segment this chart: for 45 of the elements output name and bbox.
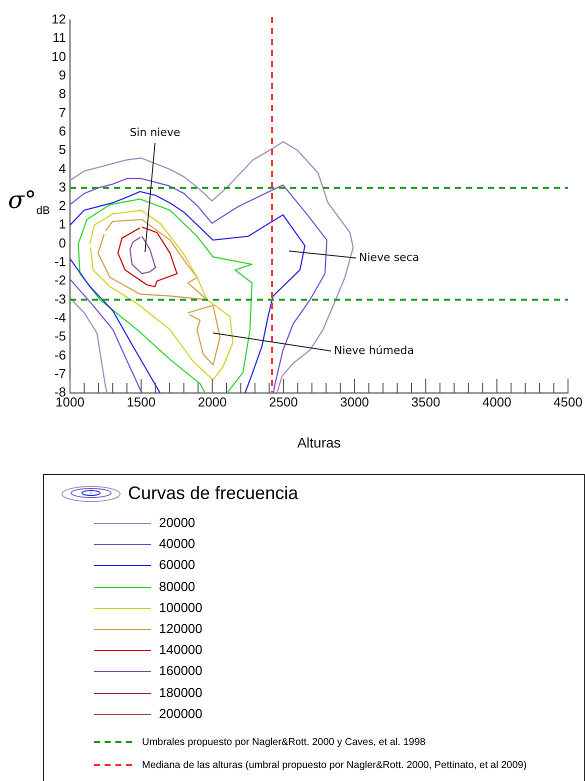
y-tick-label: 0 bbox=[58, 235, 66, 250]
legend-label: 20000 bbox=[158, 515, 196, 532]
annotation: Nieve húmeda bbox=[334, 344, 414, 357]
legend-label: 120000 bbox=[158, 621, 202, 638]
y-tick-label: 3 bbox=[58, 179, 66, 194]
x-tick-label: 2000 bbox=[198, 394, 227, 410]
x-tick-label: 2500 bbox=[268, 394, 298, 410]
x-tick-label: 4000 bbox=[482, 394, 512, 410]
x-tick-label: 4500 bbox=[554, 394, 582, 410]
y-tick-label: -6 bbox=[54, 347, 66, 362]
y-tick-label: 12 bbox=[52, 12, 66, 27]
y-tick-label: 11 bbox=[52, 30, 66, 46]
x-tick-label: 3500 bbox=[411, 394, 440, 410]
annotation: Sin nieve bbox=[130, 126, 181, 139]
legend-label: 60000 bbox=[158, 557, 196, 574]
legend-label: Umbrales propuesto por Nagler&Rott. 2000 y Caves, et al. 1998 bbox=[141, 737, 426, 748]
y-tick-label: 9 bbox=[58, 68, 66, 83]
x-tick-label: 1500 bbox=[126, 394, 156, 410]
y-axis-title: σ°$_{dB}$ bbox=[8, 186, 50, 217]
y-tick-label: -7 bbox=[54, 366, 66, 381]
annotation: Nieve seca bbox=[359, 250, 420, 264]
legend-label: 160000 bbox=[158, 663, 202, 680]
y-tick-label: 7 bbox=[58, 104, 66, 120]
x-tick-label: 3000 bbox=[340, 394, 370, 410]
legend-label: Mediana de las alturas (umbral propuesto por Nagler&Rott. 2000, Pettinato, et al 2009) bbox=[141, 760, 527, 771]
y-tick-label: 6 bbox=[58, 123, 66, 138]
y-tick-label: 8 bbox=[58, 86, 66, 102]
y-tick-label: -3 bbox=[54, 291, 66, 306]
legend-label: 180000 bbox=[158, 684, 202, 702]
x-axis-title: Alturas bbox=[297, 434, 341, 450]
legend-label: 40000 bbox=[158, 536, 196, 554]
y-tick-label: 2 bbox=[58, 198, 66, 214]
y-tick-label: -2 bbox=[54, 272, 66, 288]
legend-label: 100000 bbox=[158, 600, 202, 617]
y-tick-label: 1 bbox=[58, 216, 66, 232]
y-tick-label: 5 bbox=[58, 142, 66, 158]
y-tick-label: 4 bbox=[58, 160, 66, 176]
y-tick-label: -5 bbox=[54, 328, 66, 344]
y-tick-label: 10 bbox=[52, 48, 66, 64]
legend-label: 200000 bbox=[158, 706, 202, 723]
y-tick-label: -4 bbox=[54, 310, 66, 325]
y-tick-label: -1 bbox=[54, 254, 66, 270]
legend-label: 140000 bbox=[158, 642, 202, 660]
legend-title: Curvas de frecuencia bbox=[128, 483, 298, 504]
legend-label: 80000 bbox=[158, 578, 196, 596]
